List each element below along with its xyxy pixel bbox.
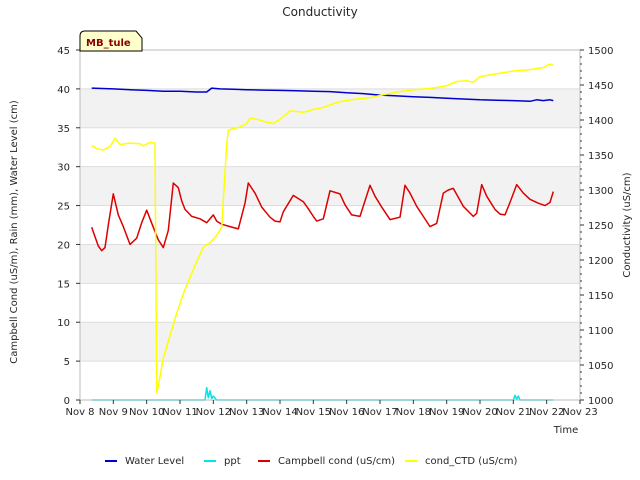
right-y-tick-label: 1450	[588, 81, 613, 92]
x-tick-label: Nov 20	[462, 407, 497, 418]
background-band	[80, 244, 580, 284]
left-y-tick-label: 0	[64, 396, 70, 407]
left-y-tick-label: 5	[64, 357, 70, 368]
right-y-axis-ticks: 1000 1050 1100 1150 1200 1250 1300 1350 1400 1450…	[580, 46, 613, 407]
series-group	[90, 63, 555, 401]
left-y-tick-label: 40	[57, 85, 70, 96]
series-line-water-level	[91, 87, 554, 103]
x-tick-label: Nov 19	[429, 407, 464, 418]
legend: Water Level ppt Campbell cond (uS/cm) cond_…	[105, 456, 517, 467]
left-y-tick-label: 20	[57, 240, 70, 251]
x-tick-label: Nov 12	[196, 407, 231, 418]
x-tick-label: Nov 17	[362, 407, 397, 418]
right-y-tick-label: 1250	[588, 221, 613, 232]
right-y-axis-label: Conductivity (uS/cm)	[622, 172, 633, 277]
left-y-tick-label: 35	[57, 124, 70, 135]
legend-label: Water Level	[125, 456, 184, 467]
series-line-campbell-cond-us-cm	[90, 182, 555, 252]
background-band	[80, 88, 580, 128]
left-y-tick-label: 30	[57, 163, 70, 174]
right-y-tick-label: 1500	[588, 46, 613, 57]
right-y-tick-label: 1400	[588, 116, 613, 127]
right-y-tick-label: 1350	[588, 151, 613, 162]
legend-label: ppt	[224, 456, 241, 467]
right-y-tick-label: 1300	[588, 186, 613, 197]
x-tick-label: Nov 11	[162, 407, 197, 418]
x-tick-label: Nov 22	[529, 407, 564, 418]
background-band	[80, 322, 580, 362]
x-tick-label: Nov 21	[496, 407, 531, 418]
x-tick-label: Nov 14	[262, 407, 297, 418]
right-y-tick-label: 1200	[588, 256, 613, 267]
left-y-tick-label: 25	[57, 202, 70, 213]
series-line-cond-ctd-us-cm	[91, 63, 554, 394]
legend-label: Campbell cond (uS/cm)	[278, 456, 395, 467]
left-y-tick-label: 45	[57, 46, 70, 57]
x-tick-label: Nov 23	[562, 407, 597, 418]
site-label: MB_tule	[86, 38, 131, 49]
left-y-axis-label: Campbell Cond (uS/m), Rain (mm), Water L…	[9, 100, 20, 364]
series-line-ppt	[91, 386, 554, 401]
site-label-background	[79, 30, 143, 52]
x-tick-label: Nov 8	[65, 407, 94, 418]
background-band	[80, 166, 580, 206]
left-y-tick-label: 15	[57, 279, 70, 290]
x-tick-label: Nov 10	[129, 407, 164, 418]
x-tick-label: Nov 9	[99, 407, 128, 418]
chart-title: Conductivity	[282, 5, 357, 19]
x-tick-label: Nov 15	[296, 407, 331, 418]
x-tick-label: Nov 18	[396, 407, 431, 418]
right-y-tick-label: 1000	[588, 396, 613, 407]
background-bands	[80, 88, 580, 362]
right-y-tick-label: 1050	[588, 361, 613, 372]
legend-label: cond_CTD (uS/cm)	[425, 456, 517, 467]
left-y-tick-label: 10	[57, 318, 70, 329]
left-y-axis-ticks: 0 5 10 15 20 25 30 35 40 45	[57, 46, 80, 407]
right-y-tick-label: 1100	[588, 326, 613, 337]
right-y-tick-label: 1150	[588, 291, 613, 302]
x-tick-label: Nov 13	[229, 407, 264, 418]
x-axis-label: Time	[553, 425, 578, 436]
x-tick-label: Nov 16	[329, 407, 364, 418]
site-label-box: MB_tule	[79, 30, 143, 52]
